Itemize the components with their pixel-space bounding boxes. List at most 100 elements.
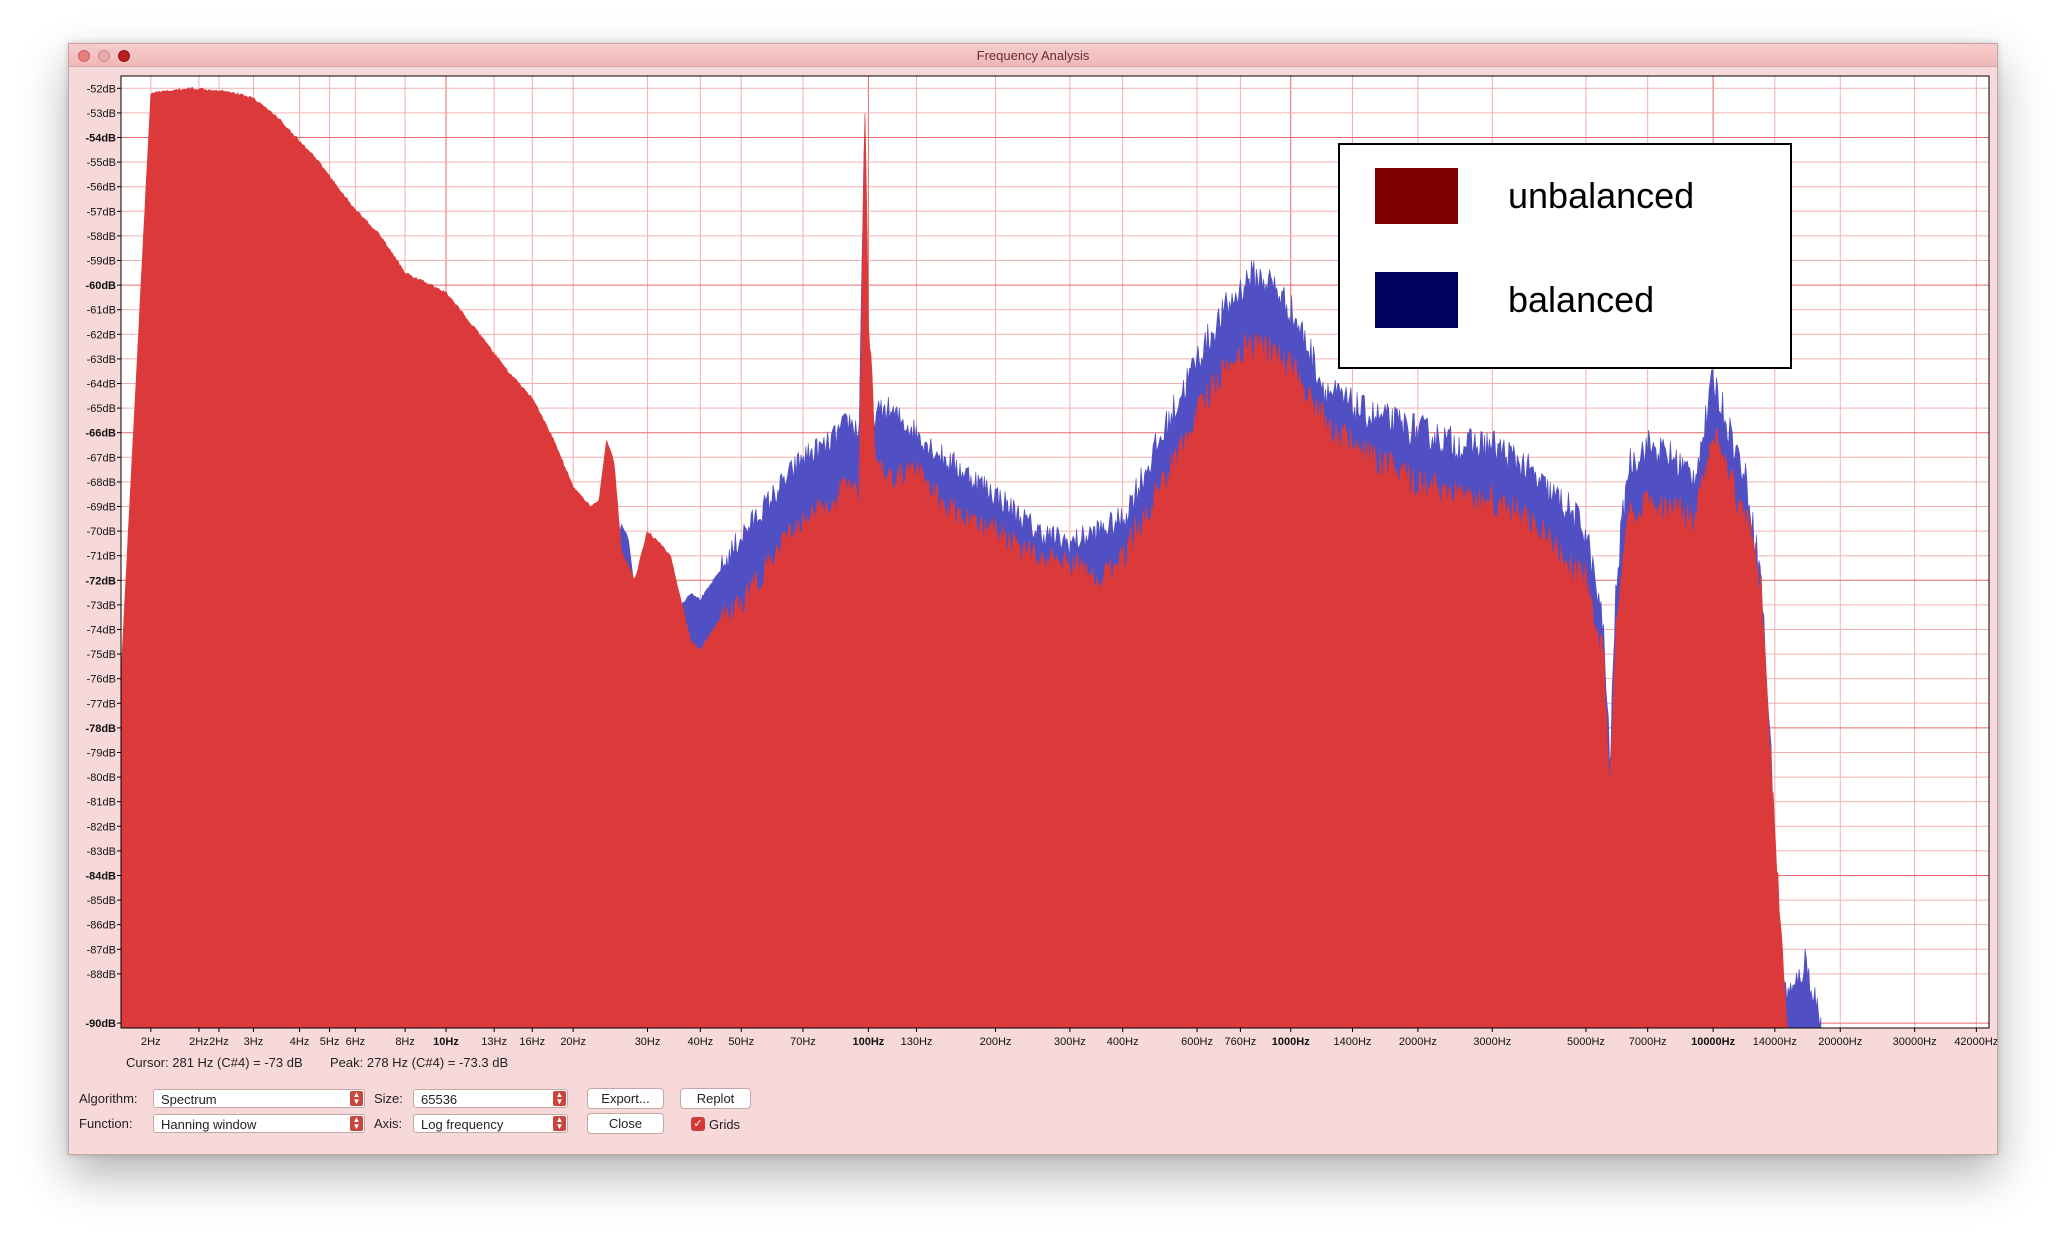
y-tick-label: -52dB [87, 83, 116, 95]
zoom-window-button[interactable] [118, 50, 130, 62]
y-tick-label: -58dB [87, 231, 116, 243]
algorithm-label: Algorithm: [79, 1091, 138, 1106]
size-value: 65536 [421, 1092, 458, 1107]
y-tick-label: -75dB [87, 649, 116, 661]
y-tick-label: -76dB [87, 674, 116, 686]
x-tick-label: 13Hz [481, 1036, 507, 1048]
frequency-spectrum-chart[interactable]: -52dB -53dB -54dB -55dB -56dB -57dB -58dB -59dB… [69, 66, 1997, 1066]
x-tick-label: 100Hz [852, 1036, 884, 1048]
y-tick-label: -56dB [87, 182, 116, 194]
y-tick-label: -69dB [87, 501, 116, 513]
x-tick-label: 300Hz [1054, 1036, 1086, 1048]
y-tick-label: -63dB [87, 354, 116, 366]
x-tick-label: 8Hz [395, 1036, 415, 1048]
y-tick-label: -80dB [87, 772, 116, 784]
y-tick-label: -74dB [87, 624, 116, 636]
x-tick-label: 14000Hz [1753, 1036, 1797, 1048]
x-tick-label: 10000Hz [1691, 1036, 1736, 1048]
cursor-readout: Cursor: 281 Hz (C#4) = -73 dB [126, 1055, 303, 1070]
frequency-analysis-window: Frequency Analysis -52dB -53dB -54dB -55dB -… [68, 43, 1998, 1155]
x-tick-label: 4Hz [290, 1036, 310, 1048]
x-tick-label: 5Hz [320, 1036, 340, 1048]
y-tick-label: -83dB [87, 846, 116, 858]
x-tick-label: 10Hz [433, 1036, 459, 1048]
x-tick-label: 600Hz [1181, 1036, 1213, 1048]
y-tick-label: -87dB [87, 944, 116, 956]
x-tick-label: 3000Hz [1473, 1036, 1511, 1048]
x-tick-label: 200Hz [980, 1036, 1012, 1048]
legend-label-unbalanced: unbalanced [1508, 175, 1694, 216]
y-tick-label: -90dB [85, 1018, 116, 1030]
y-tick-label: -86dB [87, 920, 116, 932]
y-tick-label: -77dB [87, 698, 116, 710]
x-tick-label: 760Hz [1225, 1036, 1257, 1048]
minimize-window-button[interactable] [98, 50, 110, 62]
replot-button[interactable]: Replot [680, 1088, 751, 1109]
y-tick-label: -60dB [85, 280, 116, 292]
x-tick-label: 2Hz [209, 1036, 229, 1048]
grids-label: Grids [709, 1117, 741, 1132]
select-arrows-icon: ▲ ▼ [553, 1116, 566, 1131]
y-tick-label: -84dB [85, 870, 116, 882]
function-label: Function: [79, 1116, 133, 1131]
y-tick-label: -85dB [87, 895, 116, 907]
legend-swatch-balanced [1375, 272, 1458, 328]
y-tick-label: -67dB [87, 452, 116, 464]
x-tick-label: 16Hz [519, 1036, 545, 1048]
y-tick-label: -53dB [87, 108, 116, 120]
x-tick-label: 20000Hz [1818, 1036, 1862, 1048]
y-tick-label: -64dB [87, 378, 116, 390]
grids-checkbox[interactable]: ✓ [691, 1117, 705, 1131]
axis-label: Axis: [374, 1116, 403, 1131]
x-tick-label: 2Hz [141, 1036, 161, 1048]
axis-select[interactable]: Log frequency ▲ ▼ [413, 1114, 568, 1133]
x-tick-label: 30Hz [635, 1036, 661, 1048]
y-tick-label: -54dB [85, 132, 116, 144]
y-tick-label: -70dB [87, 526, 116, 538]
y-tick-label: -61dB [87, 305, 116, 317]
select-arrows-icon: ▲ ▼ [350, 1116, 363, 1131]
size-label: Size: [374, 1091, 403, 1106]
y-tick-label: -57dB [87, 206, 116, 218]
y-tick-label: -66dB [85, 428, 116, 440]
x-tick-label: 7000Hz [1629, 1036, 1667, 1048]
algorithm-value: Spectrum [161, 1092, 217, 1107]
y-tick-label: -62dB [87, 329, 116, 341]
x-tick-label: 70Hz [790, 1036, 816, 1048]
size-select[interactable]: 65536 ▲ ▼ [413, 1089, 568, 1108]
y-tick-label: -72dB [85, 575, 116, 587]
x-tick-label: 130Hz [901, 1036, 933, 1048]
x-tick-label: 3Hz [244, 1036, 264, 1048]
x-tick-label: 400Hz [1107, 1036, 1139, 1048]
y-tick-label: -73dB [87, 600, 116, 612]
series-area-unbalanced [120, 87, 1788, 1029]
y-tick-label: -55dB [87, 157, 116, 169]
legend-label-balanced: balanced [1508, 279, 1654, 320]
function-select[interactable]: Hanning window ▲ ▼ [153, 1114, 365, 1133]
x-tick-label: 5000Hz [1567, 1036, 1605, 1048]
x-tick-label: 20Hz [560, 1036, 586, 1048]
legend-swatch-unbalanced [1375, 168, 1458, 224]
select-arrows-icon: ▲ ▼ [350, 1091, 363, 1106]
close-window-button[interactable] [78, 50, 90, 62]
y-tick-label: -78dB [85, 723, 116, 735]
y-tick-label: -79dB [87, 747, 116, 759]
x-tick-label: 40Hz [687, 1036, 713, 1048]
algorithm-select[interactable]: Spectrum ▲ ▼ [153, 1089, 365, 1108]
x-tick-label: 30000Hz [1893, 1036, 1937, 1048]
function-value: Hanning window [161, 1117, 257, 1132]
select-arrows-icon: ▲ ▼ [553, 1091, 566, 1106]
x-tick-label: 2000Hz [1399, 1036, 1437, 1048]
x-tick-label: 42000Hz [1954, 1036, 1997, 1048]
close-button[interactable]: Close [587, 1113, 664, 1134]
y-tick-label: -68dB [87, 477, 116, 489]
y-tick-label: -81dB [87, 797, 116, 809]
y-tick-label: -82dB [87, 821, 116, 833]
axis-value: Log frequency [421, 1117, 504, 1132]
export-button[interactable]: Export... [587, 1088, 664, 1109]
x-tick-label: 50Hz [728, 1036, 754, 1048]
peak-readout: Peak: 278 Hz (C#4) = -73.3 dB [330, 1055, 509, 1070]
x-tick-label: 2Hz [189, 1036, 209, 1048]
y-tick-label: -71dB [87, 551, 116, 563]
y-tick-label: -88dB [87, 969, 116, 981]
